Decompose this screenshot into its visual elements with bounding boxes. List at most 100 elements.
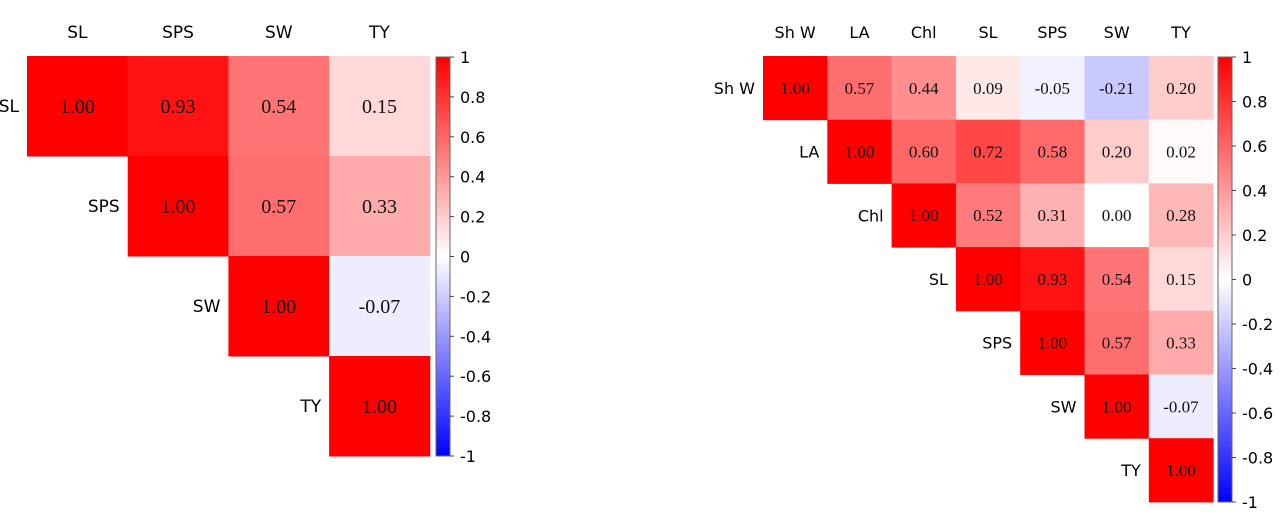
cell-value-label: 1.00 xyxy=(161,196,196,218)
cell-value-label: 0.58 xyxy=(1037,143,1067,162)
cell-value-label: 1.00 xyxy=(362,396,397,418)
heatmap-1: SL SPS SW TY 1.00 0.93 0.54 0.15 SL 1.00 0.57 0.33 S… xyxy=(0,23,491,466)
row-label: Chl xyxy=(858,206,884,225)
heatmap-cell xyxy=(27,56,129,157)
cell-value-label: 1.00 xyxy=(60,96,95,118)
column-label: Sh W xyxy=(775,23,816,42)
colorbar-tick-label: 0.6 xyxy=(1242,137,1267,156)
colorbar-tick-label: 1 xyxy=(1242,48,1252,67)
heatmap-cell xyxy=(1020,119,1085,184)
colorbar-tick-label: -0.8 xyxy=(460,407,491,426)
cell-value-label: 1.00 xyxy=(1166,461,1196,480)
row-label: SW xyxy=(193,297,221,317)
row-label: SPS xyxy=(982,334,1012,353)
cell-value-label: 1.00 xyxy=(1037,334,1067,353)
colorbar-tick-label: 0 xyxy=(460,248,470,267)
heatmap-cell xyxy=(955,119,1021,184)
cell-value-label: 0.93 xyxy=(161,96,196,118)
colorbar-tick-label: 0.6 xyxy=(460,128,485,147)
cell-value-label: 0.72 xyxy=(973,143,1003,162)
cell-value-label: 1.00 xyxy=(845,143,875,162)
column-label: SPS xyxy=(162,23,194,43)
column-label: SW xyxy=(265,23,293,43)
row-label: SW xyxy=(1051,397,1077,416)
column-label: LA xyxy=(849,23,869,42)
heatmap-cell xyxy=(1020,247,1085,312)
heatmap-cell xyxy=(228,256,330,357)
heatmap-cell xyxy=(1084,374,1150,439)
colorbar-tick-label: -0.2 xyxy=(460,287,491,306)
row-label: SL xyxy=(929,270,948,289)
heatmap-cell xyxy=(1084,119,1150,184)
cell-value-label: 0.00 xyxy=(1102,206,1132,225)
heatmap-cell xyxy=(329,356,431,457)
heatmap-cell xyxy=(955,56,1021,121)
heatmap-cell xyxy=(891,183,957,248)
column-label: Chl xyxy=(911,23,937,42)
heatmap-cell xyxy=(1148,183,1214,248)
colorbar-tick-label: -0.6 xyxy=(1242,404,1273,423)
heatmap-cell xyxy=(891,119,957,184)
heatmap-cell xyxy=(1148,438,1214,503)
cell-value-label: 0.15 xyxy=(1166,270,1196,289)
heatmap-cell xyxy=(329,256,431,357)
colorbar-tick-label: 0.4 xyxy=(460,168,485,187)
column-label: SPS xyxy=(1037,23,1067,42)
row-label: SL xyxy=(0,97,20,117)
heatmap-cell xyxy=(329,56,431,157)
colorbar-tick-label: 0.8 xyxy=(460,88,485,107)
colorbar-tick-label: -1 xyxy=(1242,493,1258,512)
row-label: TY xyxy=(1120,461,1141,480)
heatmap-cell xyxy=(1148,247,1214,312)
cell-value-label: 1.00 xyxy=(780,79,810,98)
cell-value-label: -0.07 xyxy=(1163,397,1199,416)
colorbar-tick-label: 0 xyxy=(1242,271,1252,290)
colorbar-tick-label: -1 xyxy=(460,447,476,466)
cell-value-label: 0.54 xyxy=(1102,270,1132,289)
cell-value-label: 0.54 xyxy=(261,96,296,118)
row-label: SPS xyxy=(88,197,120,217)
column-label: TY xyxy=(1170,23,1191,42)
cell-value-label: 0.02 xyxy=(1166,143,1196,162)
cell-value-label: 0.57 xyxy=(261,196,296,218)
cell-value-label: 0.31 xyxy=(1037,206,1067,225)
colorbar-tick-label: 0.2 xyxy=(460,208,485,227)
column-label: SL xyxy=(67,23,88,43)
cell-value-label: -0.21 xyxy=(1099,79,1134,98)
cell-value-label: 0.33 xyxy=(1166,334,1196,353)
colorbar-tick-label: 0.8 xyxy=(1242,93,1267,112)
heatmap-cell xyxy=(955,247,1021,312)
cell-value-label: 0.20 xyxy=(1166,79,1196,98)
cell-value-label: 1.00 xyxy=(1102,397,1132,416)
heatmap-cell xyxy=(1148,310,1214,375)
cell-value-label: 1.00 xyxy=(973,270,1003,289)
row-label: TY xyxy=(299,397,321,417)
cell-value-label: 1.00 xyxy=(909,206,939,225)
row-label: Sh W xyxy=(714,79,755,98)
heatmap-cell xyxy=(1084,247,1150,312)
heatmap-cell xyxy=(127,156,229,257)
cell-value-label: 0.44 xyxy=(909,79,939,98)
heatmap-cell xyxy=(329,156,431,257)
heatmap-cell xyxy=(228,156,330,257)
column-label: SL xyxy=(979,23,998,42)
cell-value-label: 0.52 xyxy=(973,206,1003,225)
heatmap-cell xyxy=(1084,183,1150,248)
colorbar-tick-label: -0.4 xyxy=(460,327,491,346)
colorbar xyxy=(435,56,451,457)
colorbar-tick-label: -0.2 xyxy=(1242,315,1273,334)
heatmap-cell xyxy=(1084,310,1150,375)
row-label: LA xyxy=(799,143,819,162)
heatmap-cell xyxy=(1148,56,1214,121)
cell-value-label: 0.93 xyxy=(1037,270,1067,289)
cell-value-label: 0.57 xyxy=(1102,334,1132,353)
heatmap-cell xyxy=(228,56,330,157)
cell-value-label: -0.05 xyxy=(1035,79,1070,98)
heatmap-cell xyxy=(127,56,229,157)
cell-value-label: 0.57 xyxy=(845,79,875,98)
heatmap-cell xyxy=(1148,374,1214,439)
heatmap-cell xyxy=(1020,183,1085,248)
colorbar-tick-label: 0.4 xyxy=(1242,182,1267,201)
heatmap-cell xyxy=(891,56,957,121)
